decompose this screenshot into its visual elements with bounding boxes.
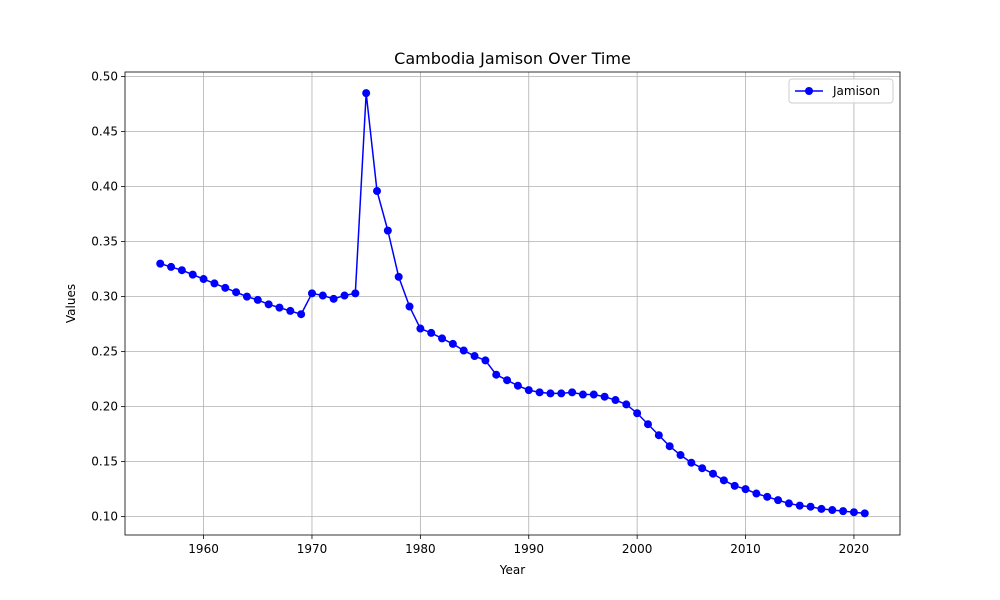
data-point xyxy=(709,469,718,478)
data-point xyxy=(286,306,295,315)
data-point xyxy=(752,489,761,498)
data-point xyxy=(210,279,219,288)
data-point xyxy=(513,381,522,390)
data-point xyxy=(839,507,848,516)
y-tick-label: 0.15 xyxy=(91,455,118,469)
legend-box xyxy=(788,78,894,104)
data-point xyxy=(687,458,696,467)
plot-area-frame xyxy=(124,71,901,536)
data-point xyxy=(427,328,436,337)
series-layer xyxy=(156,89,869,518)
x-tick-label: 1980 xyxy=(405,542,436,556)
x-axis-title: Year xyxy=(499,563,525,577)
data-point xyxy=(633,409,642,418)
data-point xyxy=(763,492,772,501)
data-point xyxy=(438,334,447,343)
data-point xyxy=(221,283,230,292)
data-point xyxy=(622,400,631,409)
data-point xyxy=(719,476,728,485)
data-point xyxy=(503,376,512,385)
grid-lines xyxy=(125,72,900,535)
data-point xyxy=(351,289,360,298)
y-tick-label: 0.25 xyxy=(91,345,118,359)
legend-marker-icon xyxy=(805,87,813,95)
data-point xyxy=(676,451,685,460)
data-point xyxy=(730,481,739,490)
data-point xyxy=(860,509,869,518)
data-point xyxy=(177,266,186,275)
x-tick-label: 2000 xyxy=(622,542,653,556)
data-point xyxy=(741,485,750,494)
data-point xyxy=(264,300,273,309)
x-tick-label: 1960 xyxy=(188,542,219,556)
data-point xyxy=(535,388,544,397)
y-tick-label: 0.45 xyxy=(91,125,118,139)
y-tick-label: 0.20 xyxy=(91,400,118,414)
x-tick-label: 1990 xyxy=(513,542,544,556)
data-point xyxy=(654,431,663,440)
data-point xyxy=(817,504,826,513)
data-point xyxy=(156,259,165,268)
x-tick-label: 2010 xyxy=(730,542,761,556)
data-point xyxy=(459,346,468,355)
data-point xyxy=(643,420,652,429)
data-point xyxy=(784,499,793,508)
axis-ticks: 1960 1970 1980 1990 2000 2010 2020 0.10 0.15 0.20… xyxy=(91,70,869,556)
data-point xyxy=(167,262,176,271)
data-point xyxy=(698,464,707,473)
data-point xyxy=(448,339,457,348)
data-point xyxy=(275,303,284,312)
y-tick-label: 0.50 xyxy=(91,70,118,84)
data-point xyxy=(307,289,316,298)
data-point xyxy=(362,89,371,98)
data-point xyxy=(242,292,251,301)
legend: Jamison xyxy=(788,78,894,104)
data-point xyxy=(297,310,306,319)
data-point xyxy=(600,392,609,401)
data-point xyxy=(383,226,392,235)
data-point xyxy=(806,502,815,511)
y-tick-label: 0.10 xyxy=(91,510,118,524)
y-axis-title: Values xyxy=(64,284,78,323)
data-point xyxy=(318,291,327,300)
legend-label: Jamison xyxy=(832,84,880,98)
data-point xyxy=(524,386,533,395)
data-point xyxy=(232,288,241,297)
data-point xyxy=(849,508,858,517)
data-point xyxy=(578,390,587,399)
data-point xyxy=(557,389,566,398)
data-point xyxy=(774,496,783,505)
x-tick-label: 2020 xyxy=(839,542,870,556)
chart-title: Cambodia Jamison Over Time xyxy=(394,49,631,68)
data-point xyxy=(828,506,837,515)
data-point xyxy=(589,390,598,399)
data-point xyxy=(795,501,804,510)
data-point xyxy=(253,295,262,304)
data-point xyxy=(188,270,197,279)
y-tick-label: 0.40 xyxy=(91,180,118,194)
data-point xyxy=(665,442,674,451)
data-point xyxy=(416,324,425,333)
data-point xyxy=(546,389,555,398)
data-point xyxy=(405,302,414,311)
data-point xyxy=(492,370,501,379)
x-tick-label: 1970 xyxy=(297,542,328,556)
y-tick-label: 0.30 xyxy=(91,290,118,304)
data-point xyxy=(373,187,382,196)
data-point xyxy=(329,294,338,303)
data-point xyxy=(470,352,479,361)
data-point xyxy=(481,356,490,365)
data-point xyxy=(340,291,349,300)
data-point xyxy=(611,396,620,405)
data-point xyxy=(568,388,577,397)
y-tick-label: 0.35 xyxy=(91,235,118,249)
data-point xyxy=(199,275,208,284)
data-point xyxy=(394,272,403,281)
